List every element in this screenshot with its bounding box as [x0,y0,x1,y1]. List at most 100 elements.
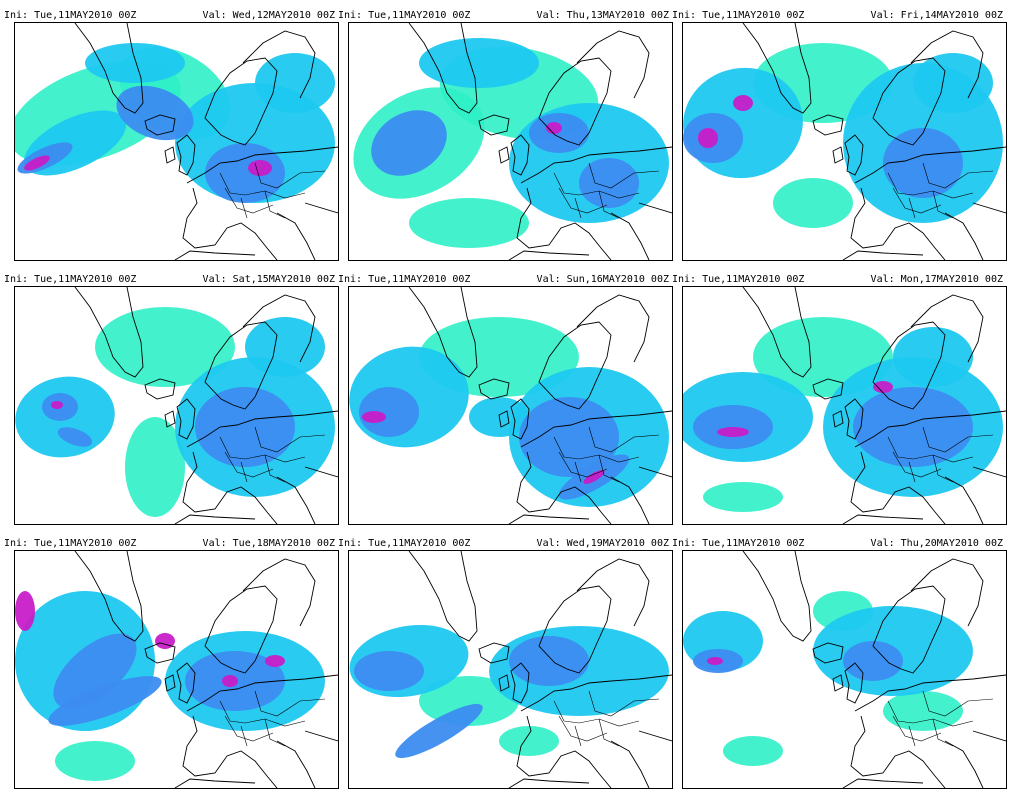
coastline [144,642,176,664]
coastline [520,146,672,184]
valid-time-label: Val: Tue,18MAY2010 00Z [202,538,335,549]
coastline [174,778,256,788]
coastlines [74,287,338,524]
panel-header: Ini: Tue,11MAY2010 00Z Val: Sun,16MAY201… [336,264,673,285]
precip-blob-peak [222,675,238,687]
coastline [854,674,1006,712]
panel-header: Ini: Tue,11MAY2010 00Z Val: Thu,20MAY201… [670,528,1007,549]
coastline [844,662,864,704]
init-time-label: Ini: Tue,11MAY2010 00Z [338,274,471,285]
coastline [74,23,144,114]
coastlines [742,23,1006,260]
coastline [144,378,176,400]
coastline [872,57,946,146]
country-border [598,190,620,219]
precipitation-field [15,591,325,781]
precip-blob-peak [362,411,386,423]
coastline [498,674,510,692]
precipitation-map [682,22,1007,261]
coastline [812,378,844,400]
precip-blob-peak [873,381,893,393]
precip-blob-light [55,741,135,781]
coastline [164,410,176,428]
precip-blob-peak [24,155,50,171]
coastline [842,250,924,260]
coastline [182,187,278,260]
country-border [574,197,582,219]
coastline [304,730,338,742]
precipitation-field [353,38,669,248]
coastline [304,466,338,478]
coastline [832,674,844,692]
precip-blob-cyan [893,327,973,387]
precip-blob-mid [359,387,419,437]
init-time-label: Ini: Tue,11MAY2010 00Z [672,274,805,285]
precip-blob-light [125,417,185,517]
country-border [922,690,994,717]
coastline [812,114,844,136]
coastline [516,451,612,524]
precip-blob-light [499,726,559,756]
coastline [944,476,984,524]
init-time-label: Ini: Tue,11MAY2010 00Z [672,538,805,549]
country-border [219,172,306,199]
coastline [182,451,278,524]
init-time-label: Ini: Tue,11MAY2010 00Z [4,10,137,21]
coastline [842,514,924,524]
coastline [972,202,1006,214]
precip-blob-mid [853,387,973,467]
precipitation-field [683,43,1003,228]
country-border [908,725,916,747]
init-time-label: Ini: Tue,11MAY2010 00Z [338,538,471,549]
coastline [610,476,650,524]
precip-blob-mid [843,641,903,681]
panel-header: Ini: Tue,11MAY2010 00Z Val: Fri,14MAY201… [670,0,1007,21]
coastline [520,410,672,448]
precip-blob-mid [529,113,589,153]
country-border [887,436,974,463]
country-border [932,454,954,483]
coastline [276,212,316,260]
coastline [832,410,844,428]
precip-blob-cyan [913,53,993,113]
precip-blob-cyan [245,317,325,377]
country-border [574,461,582,483]
coastline [576,30,650,99]
country-border [922,426,994,453]
coastline [516,715,612,788]
precipitation-field [349,317,669,507]
coastline [972,466,1006,478]
precip-blob-peak [15,591,35,631]
coastline [854,410,1006,448]
coastline [844,134,864,176]
coastline [832,146,844,164]
precipitation-field [15,307,335,517]
country-border [219,700,306,727]
coastline [478,642,510,664]
valid-time-label: Val: Mon,17MAY2010 00Z [870,274,1003,285]
coastline [276,476,316,524]
country-border [558,715,608,742]
coastline [742,23,812,114]
coastline [74,287,144,378]
coastline [850,187,946,260]
coastline [478,114,510,136]
precipitation-map [348,286,673,525]
country-border [588,162,660,189]
country-border [598,454,620,483]
precip-blob-peak [733,95,753,111]
coastline [408,287,478,378]
coastline [508,250,590,260]
forecast-panel-6: Ini: Tue,11MAY2010 00Z Val: Mon,17MAY201… [670,264,1007,526]
forecast-panel-3: Ini: Tue,11MAY2010 00Z Val: Fri,14MAY201… [670,0,1007,262]
country-border [254,426,326,453]
valid-time-label: Val: Wed,19MAY2010 00Z [536,538,669,549]
coastlines [408,287,672,524]
coastline [204,57,278,146]
country-border [553,172,640,199]
coastline [164,674,176,692]
coastlines [74,551,338,788]
coastline [498,410,510,428]
precipitation-map [14,550,339,789]
